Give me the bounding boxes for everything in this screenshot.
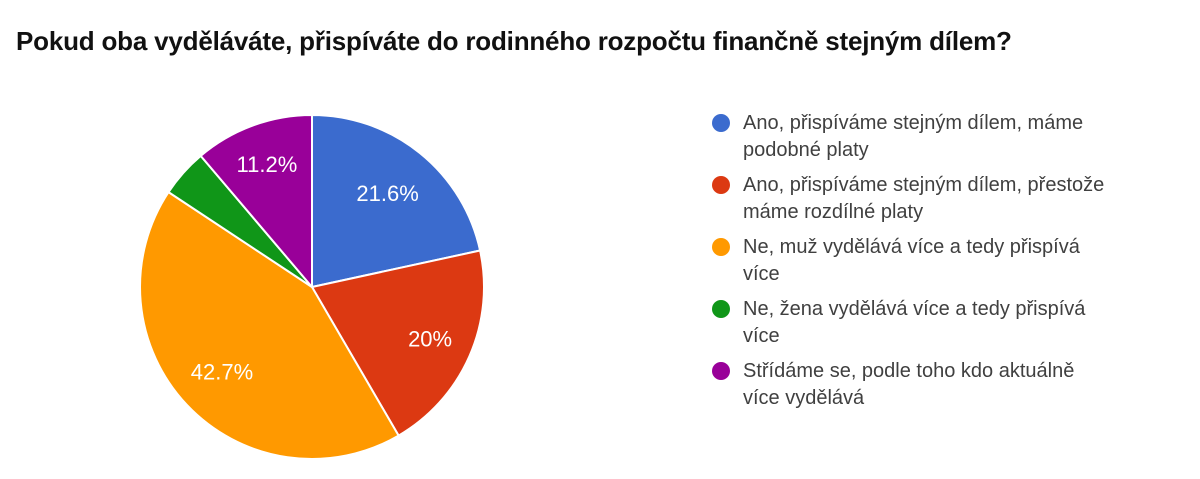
legend-item: Ne, muž vydělává více a tedy přispívá ví…: [712, 234, 1142, 288]
slice-label-2: 42.7%: [191, 360, 253, 385]
legend-item: Ano, přispíváme stejným dílem, máme podo…: [712, 110, 1142, 164]
pie-slice-1: [311, 249, 485, 437]
pie-slice-0: [311, 114, 482, 288]
legend-swatch-icon: [712, 300, 730, 318]
legend-item: Ne, žena vydělává více a tedy přispívá v…: [712, 296, 1142, 350]
legend-item-label: Ano, přispíváme stejným dílem, přestože …: [743, 174, 1105, 223]
legend-item: Ano, přispíváme stejným dílem, přestože …: [712, 172, 1142, 226]
legend-item-label: Ano, přispíváme stejným dílem, máme podo…: [743, 112, 1084, 161]
slice-label-4: 11.2%: [237, 152, 298, 177]
legend-item-label: Střídáme se, podle toho kdo aktuálně víc…: [743, 360, 1075, 409]
legend-item-label: Ne, muž vydělává více a tedy přispívá ví…: [743, 236, 1080, 285]
legend-swatch-icon: [712, 176, 730, 194]
legend-swatch-icon: [712, 238, 730, 256]
slice-label-1: 20%: [408, 327, 452, 352]
legend-item-label: Ne, žena vydělává více a tedy přispívá v…: [743, 298, 1086, 347]
legend-swatch-icon: [712, 362, 730, 380]
pie-slice-2: [139, 191, 400, 460]
slice-label-0: 21.6%: [356, 181, 418, 206]
legend: Ano, přispíváme stejným dílem, máme podo…: [712, 110, 1142, 420]
legend-swatch-icon: [712, 114, 730, 132]
legend-item: Střídáme se, podle toho kdo aktuálně víc…: [712, 358, 1142, 412]
chart-title: Pokud oba vyděláváte, přispíváte do rodi…: [16, 26, 1012, 56]
pie-slice-4: [199, 114, 313, 288]
